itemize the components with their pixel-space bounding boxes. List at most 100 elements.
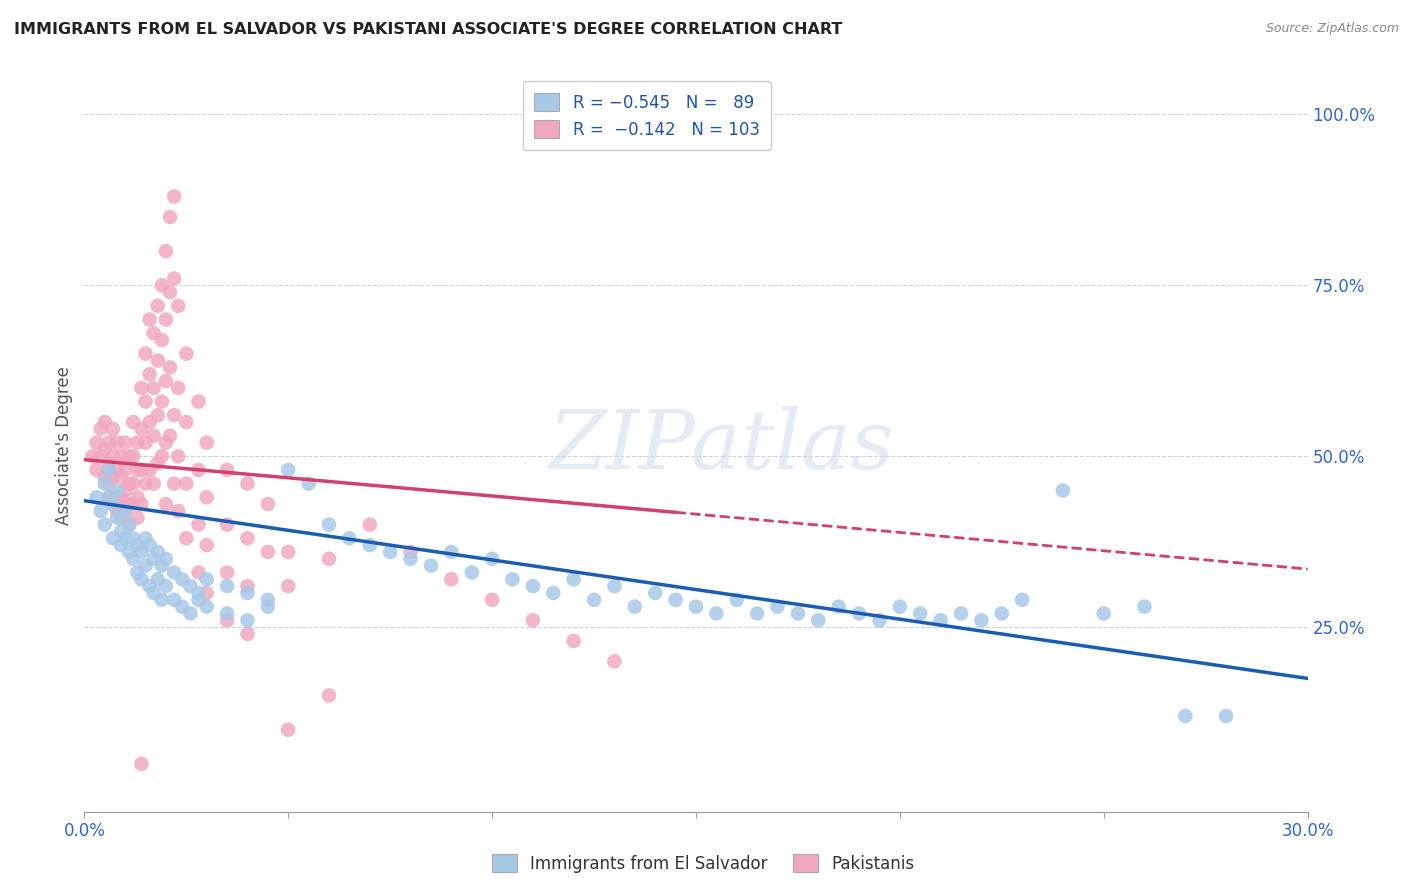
Point bbox=[110, 538, 132, 552]
Point bbox=[122, 531, 145, 545]
Point bbox=[187, 517, 209, 532]
Point bbox=[101, 449, 124, 463]
Point bbox=[90, 449, 112, 463]
Point bbox=[101, 531, 124, 545]
Point bbox=[146, 456, 169, 470]
Point bbox=[138, 368, 160, 382]
Point bbox=[236, 613, 259, 627]
Point bbox=[159, 360, 181, 375]
Point bbox=[155, 579, 177, 593]
Point bbox=[277, 463, 299, 477]
Point bbox=[97, 463, 120, 477]
Point bbox=[747, 607, 769, 621]
Point bbox=[122, 449, 145, 463]
Point bbox=[1133, 599, 1156, 614]
Point bbox=[93, 476, 115, 491]
Point bbox=[135, 476, 157, 491]
Point bbox=[122, 551, 145, 566]
Point bbox=[163, 476, 186, 491]
Point bbox=[114, 463, 136, 477]
Point bbox=[159, 429, 181, 443]
Point bbox=[187, 592, 209, 607]
Point bbox=[257, 599, 280, 614]
Point bbox=[146, 545, 169, 559]
Point bbox=[138, 312, 160, 326]
Point bbox=[399, 551, 422, 566]
Point bbox=[562, 633, 585, 648]
Point bbox=[807, 613, 830, 627]
Point bbox=[150, 558, 173, 573]
Point bbox=[195, 586, 218, 600]
Point bbox=[142, 551, 165, 566]
Point bbox=[118, 449, 141, 463]
Point bbox=[110, 524, 132, 539]
Legend: R = −0.545   N =   89, R =  −0.142   N = 103: R = −0.545 N = 89, R = −0.142 N = 103 bbox=[523, 81, 772, 150]
Point bbox=[236, 476, 259, 491]
Y-axis label: Associate's Degree: Associate's Degree bbox=[55, 367, 73, 525]
Point bbox=[110, 490, 132, 504]
Point bbox=[1174, 709, 1197, 723]
Point bbox=[179, 607, 201, 621]
Point bbox=[236, 579, 259, 593]
Point bbox=[155, 244, 177, 259]
Point bbox=[93, 415, 115, 429]
Point bbox=[848, 607, 870, 621]
Point bbox=[114, 531, 136, 545]
Point bbox=[146, 572, 169, 586]
Point bbox=[90, 504, 112, 518]
Point bbox=[339, 531, 361, 545]
Point bbox=[167, 299, 190, 313]
Point bbox=[195, 490, 218, 504]
Point bbox=[1092, 607, 1115, 621]
Point bbox=[105, 483, 128, 498]
Point bbox=[146, 353, 169, 368]
Point bbox=[135, 435, 157, 450]
Point bbox=[318, 689, 340, 703]
Point bbox=[380, 545, 402, 559]
Point bbox=[93, 469, 115, 483]
Point bbox=[174, 415, 197, 429]
Point bbox=[725, 592, 748, 607]
Point bbox=[127, 490, 149, 504]
Point bbox=[90, 422, 112, 436]
Point bbox=[142, 326, 165, 341]
Point bbox=[105, 463, 128, 477]
Point bbox=[706, 607, 728, 621]
Point bbox=[172, 599, 194, 614]
Point bbox=[665, 592, 688, 607]
Point bbox=[624, 599, 647, 614]
Point bbox=[195, 538, 218, 552]
Point bbox=[522, 579, 544, 593]
Point bbox=[93, 517, 115, 532]
Point bbox=[127, 510, 149, 524]
Point bbox=[1215, 709, 1237, 723]
Point bbox=[110, 469, 132, 483]
Point bbox=[277, 545, 299, 559]
Point bbox=[93, 442, 115, 457]
Point bbox=[195, 435, 218, 450]
Point bbox=[86, 490, 108, 504]
Point bbox=[131, 756, 153, 771]
Point bbox=[131, 381, 153, 395]
Point bbox=[257, 497, 280, 511]
Point bbox=[150, 278, 173, 293]
Point bbox=[440, 572, 463, 586]
Point bbox=[114, 435, 136, 450]
Point bbox=[583, 592, 606, 607]
Point bbox=[277, 579, 299, 593]
Point bbox=[105, 490, 128, 504]
Point bbox=[101, 497, 124, 511]
Point bbox=[217, 613, 239, 627]
Legend: Immigrants from El Salvador, Pakistanis: Immigrants from El Salvador, Pakistanis bbox=[485, 847, 921, 880]
Point bbox=[97, 476, 120, 491]
Point bbox=[359, 517, 381, 532]
Point bbox=[105, 504, 128, 518]
Point bbox=[420, 558, 443, 573]
Point bbox=[142, 429, 165, 443]
Point bbox=[146, 299, 169, 313]
Point bbox=[236, 627, 259, 641]
Point bbox=[118, 476, 141, 491]
Point bbox=[82, 449, 104, 463]
Point bbox=[828, 599, 851, 614]
Point bbox=[1052, 483, 1074, 498]
